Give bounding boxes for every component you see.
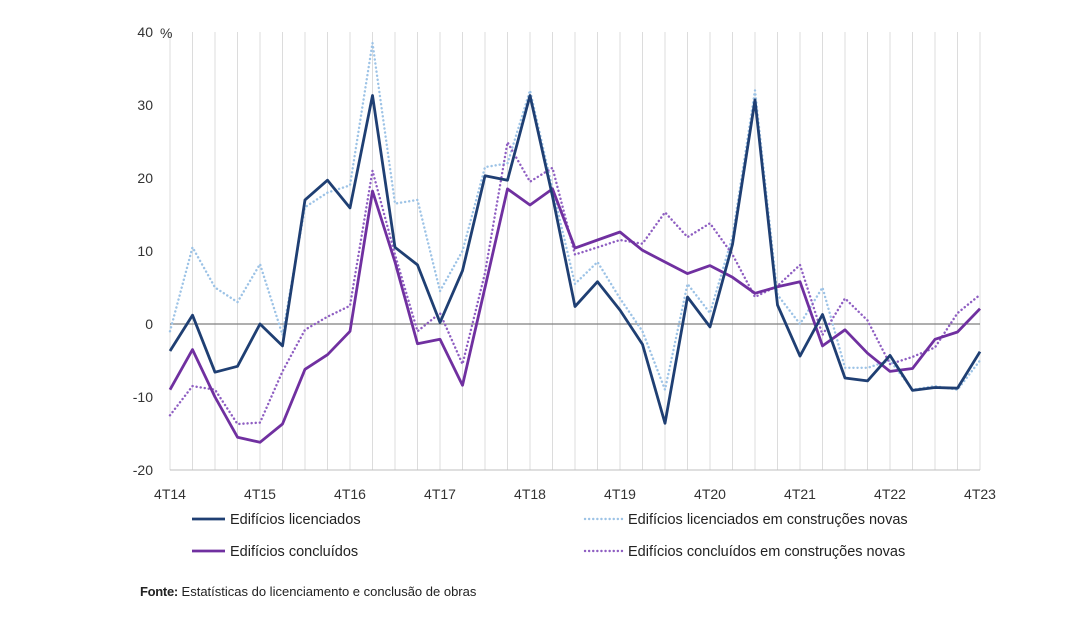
- x-tick-label: 4T19: [604, 486, 636, 502]
- x-tick-label: 4T20: [694, 486, 726, 502]
- y-tick-label: 0: [145, 316, 153, 332]
- series-line-1: [168, 41, 982, 391]
- y-axis-unit-label: %: [160, 25, 172, 41]
- y-tick-label: 40: [137, 24, 153, 40]
- series-line-2: [168, 187, 982, 444]
- legend-label-3: Edifícios concluídos em construções nova…: [628, 544, 905, 560]
- legend: Edifícios licenciados Edifícios licenciad…: [192, 512, 908, 560]
- series-line-3: [168, 140, 982, 426]
- y-tick-label: 20: [137, 170, 153, 186]
- y-tick-label: 10: [137, 243, 153, 259]
- x-tick-label: 4T23: [964, 486, 996, 502]
- y-tick-label: -20: [133, 462, 153, 478]
- source-text: Estatísticas do licenciamento e conclusã…: [177, 584, 477, 599]
- legend-label-1: Edifícios licenciados em construções nov…: [628, 512, 908, 528]
- y-tick-label: 30: [137, 97, 153, 113]
- y-axis-tick-labels: -20 -10 0 10 20 30 40: [133, 24, 153, 478]
- source-note: Fonte: Estatísticas do licenciamento e c…: [140, 584, 476, 599]
- legend-label-2: Edifícios concluídos: [230, 544, 358, 560]
- y-tick-label: -10: [133, 389, 153, 405]
- x-tick-label: 4T16: [334, 486, 366, 502]
- x-tick-label: 4T15: [244, 486, 276, 502]
- x-axis-tick-labels: 4T14 4T15 4T16 4T17 4T18 4T19 4T20 4T21 4T22 4T23: [154, 486, 996, 502]
- x-tick-label: 4T22: [874, 486, 906, 502]
- x-tick-label: 4T21: [784, 486, 816, 502]
- legend-label-0: Edifícios licenciados: [230, 512, 361, 528]
- series-lines: [168, 41, 982, 444]
- x-tick-label: 4T17: [424, 486, 456, 502]
- x-tick-label: 4T18: [514, 486, 546, 502]
- source-label: Fonte:: [140, 584, 178, 599]
- series-line-0: [168, 94, 982, 425]
- x-tick-label: 4T14: [154, 486, 186, 502]
